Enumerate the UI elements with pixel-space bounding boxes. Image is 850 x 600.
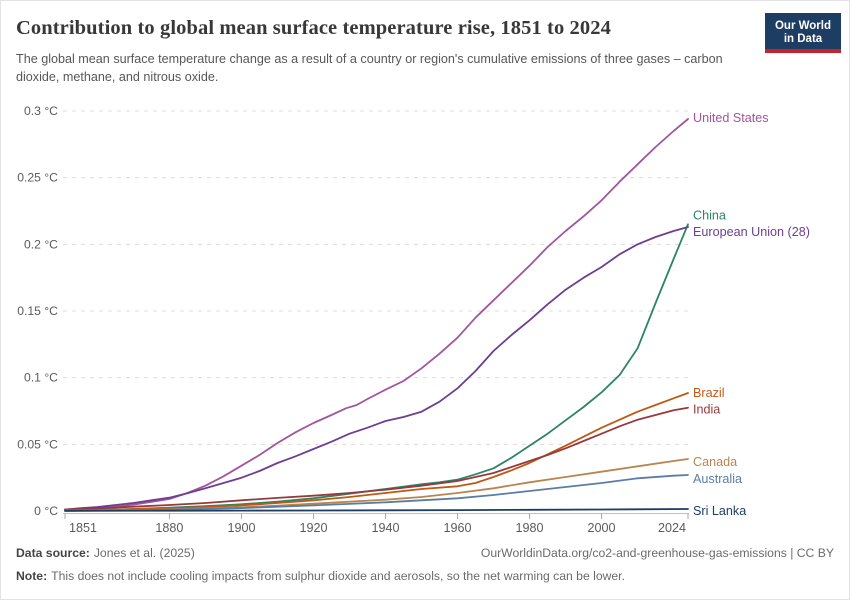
y-tick-label-0.15: 0.15 °C: [17, 304, 58, 318]
data-source-label: Data source:: [16, 546, 90, 560]
y-tick-label-0.05: 0.05 °C: [17, 437, 58, 451]
series-label-china[interactable]: China: [693, 208, 726, 222]
data-source-value: Jones et al. (2025): [93, 546, 195, 560]
owid-logo-line1: Our World: [774, 19, 831, 32]
series-label-european-union-28[interactable]: European Union (28): [693, 225, 810, 239]
y-tick-label-0.25: 0.25 °C: [17, 171, 58, 185]
series-line-china[interactable]: [64, 223, 689, 512]
x-tick-label-1960: 1960: [444, 521, 472, 535]
x-tick-label-1851: 1851: [69, 521, 97, 535]
x-tick-label-1900: 1900: [227, 521, 255, 535]
series-line-india[interactable]: [64, 406, 689, 511]
x-tick-label-2000: 2000: [588, 521, 616, 535]
x-tick-label-1880: 1880: [155, 521, 183, 535]
series-line-australia[interactable]: [64, 474, 689, 512]
series-label-australia[interactable]: Australia: [693, 472, 742, 486]
x-tick-label-1980: 1980: [516, 521, 544, 535]
series-line-european-union-28[interactable]: [64, 226, 689, 511]
page-title: Contribution to global mean surface temp…: [16, 17, 611, 39]
series-label-canada[interactable]: Canada: [693, 455, 737, 469]
owid-logo-line2: in Data: [783, 33, 823, 45]
chart-note: Note: This does not include cooling impac…: [16, 569, 834, 583]
series-line-brazil[interactable]: [64, 392, 689, 512]
note-label: Note:: [16, 569, 48, 583]
data-source: Data source: Jones et al. (2025): [16, 546, 195, 560]
y-tick-label-0.1: 0.1 °C: [24, 371, 58, 385]
x-tick-label-1920: 1920: [299, 521, 327, 535]
chart-footer: Data source: Jones et al. (2025) OurWorld…: [16, 546, 834, 583]
x-tick-label-1940: 1940: [371, 521, 399, 535]
series-label-india[interactable]: India: [693, 403, 720, 417]
y-tick-label-0: 0 °C: [34, 504, 58, 518]
y-tick-label-0.3: 0.3 °C: [24, 104, 58, 118]
owid-logo-red-bar: [765, 49, 841, 53]
owid-credit-link[interactable]: OurWorldinData.org/co2-and-greenhouse-ga…: [480, 546, 834, 560]
y-tick-label-0.2: 0.2 °C: [24, 237, 58, 251]
series-label-brazil[interactable]: Brazil: [693, 386, 725, 400]
x-tick-label-2024: 2024: [658, 521, 686, 535]
series-label-sri-lanka[interactable]: Sri Lanka: [693, 504, 746, 518]
note-value: This does not include cooling impacts fr…: [51, 569, 625, 583]
owid-logo[interactable]: Our World in Data: [765, 13, 841, 53]
series-line-united-states[interactable]: [64, 118, 689, 512]
chart-subtitle: The global mean surface temperature chan…: [16, 52, 723, 84]
series-label-united-states[interactable]: United States: [693, 111, 769, 125]
series-line-sri-lanka[interactable]: [64, 508, 689, 512]
